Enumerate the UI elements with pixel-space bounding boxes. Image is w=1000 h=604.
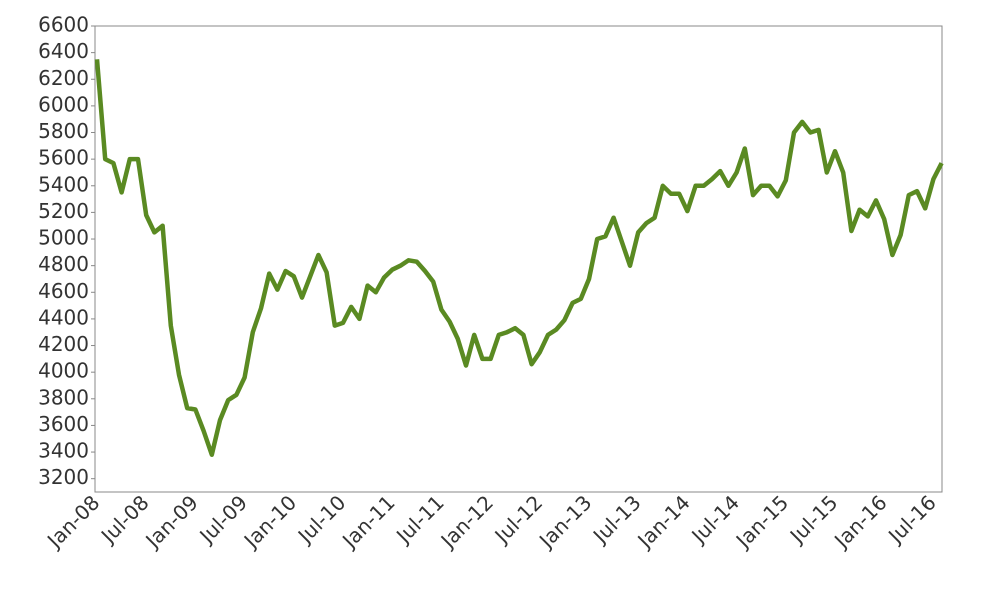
x-tick-label: Jan-11 [336,490,399,553]
y-tick-label: 5400 [38,172,89,196]
x-tick-label: Jan-14 [632,490,695,553]
y-tick-label: 5600 [38,146,89,170]
x-tick-label: Jan-15 [730,490,793,553]
y-tick-label: 4600 [38,279,89,303]
x-tick-label: Jan-16 [828,490,891,553]
y-tick-label: 5000 [38,226,89,250]
y-tick-label: 3400 [38,439,89,463]
y-tick-label: 6000 [38,92,89,116]
y-tick-label: 3800 [38,385,89,409]
y-tick-label: 6200 [38,66,89,90]
y-tick-label: 4000 [38,359,89,383]
x-tick-label: Jan-09 [140,490,203,553]
y-tick-label: 3600 [38,412,89,436]
data-line [94,59,944,457]
y-tick-label: 5200 [38,199,89,223]
y-tick-label: 5800 [38,119,89,143]
x-tick-label: Jan-08 [41,490,104,553]
x-tick-label: Jul-16 [882,490,941,549]
x-tick-label: Jan-10 [238,490,301,553]
plot-frame [94,25,943,493]
x-tick-label: Jan-12 [435,490,498,553]
y-tick-label: 3200 [38,465,89,489]
x-tick-label: Jan-13 [533,490,596,553]
y-tick-label: 4400 [38,305,89,329]
y-tick-label: 4200 [38,332,89,356]
y-tick-label: 6400 [38,39,89,63]
y-tick-label: 6600 [38,13,89,37]
y-tick-label: 4800 [38,252,89,276]
